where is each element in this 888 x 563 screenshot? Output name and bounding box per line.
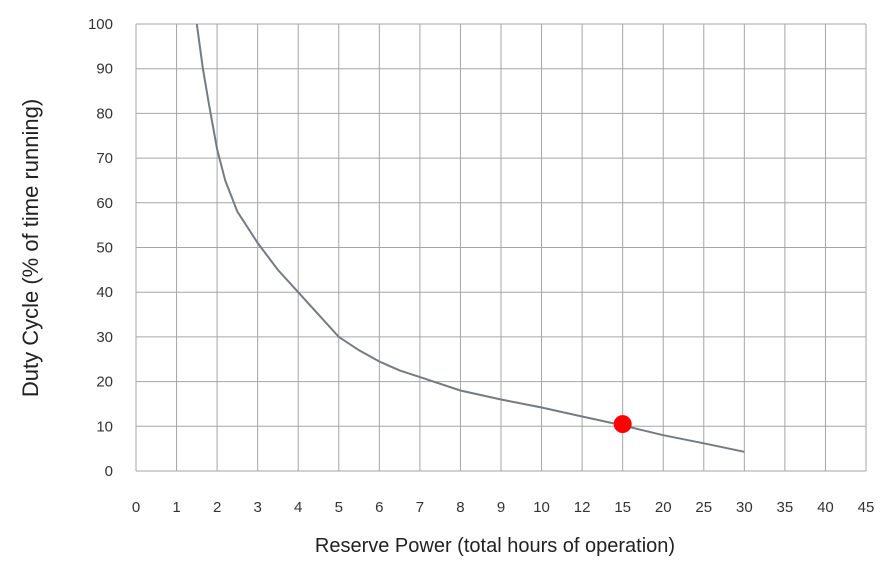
x-tick-label: 6 [375,499,383,516]
x-tick-label: 8 [456,499,464,516]
y-tick-label: 20 [96,374,113,391]
y-tick-label: 60 [96,195,113,212]
horizontal-gridlines [136,23,866,472]
x-axis-title: Reserve Power (total hours of operation) [315,535,675,557]
y-tick-label: 70 [96,150,113,167]
y-tick-label: 30 [96,329,113,346]
x-tick-label: 20 [655,499,672,516]
y-tick-label: 50 [96,240,113,257]
duty-cycle-curve [195,23,745,453]
x-tick-label: 2 [213,499,221,516]
x-tick-label: 12 [574,499,591,516]
x-tick-label: 45 [858,499,875,516]
y-tick-label: 10 [96,418,113,435]
y-tick-label: 80 [96,105,113,122]
x-tick-label: 10 [533,499,550,516]
x-tick-label: 7 [416,499,424,516]
y-tick-labels: 0 10 20 30 40 50 60 70 80 90 100 [88,16,113,480]
x-tick-labels: 0 1 2 3 4 5 6 7 8 9 10 12 15 20 25 30 35 40 45 [132,499,875,516]
x-tick-label: 25 [695,499,712,516]
x-tick-label: 30 [736,499,753,516]
y-tick-label: 40 [96,284,113,301]
x-tick-label: 0 [132,499,140,516]
x-tick-label: 40 [817,499,834,516]
x-tick-label: 4 [294,499,302,516]
x-tick-label: 35 [777,499,794,516]
y-tick-label: 0 [105,463,113,480]
x-tick-label: 3 [253,499,261,516]
y-tick-label: 100 [88,16,113,33]
x-tick-label: 15 [614,499,631,516]
x-tick-label: 5 [335,499,343,516]
highlight-point [613,415,632,434]
x-tick-label: 9 [497,499,505,516]
y-tick-label: 90 [96,61,113,78]
x-tick-label: 1 [172,499,180,516]
y-axis-title: Duty Cycle (% of time running) [18,99,43,397]
